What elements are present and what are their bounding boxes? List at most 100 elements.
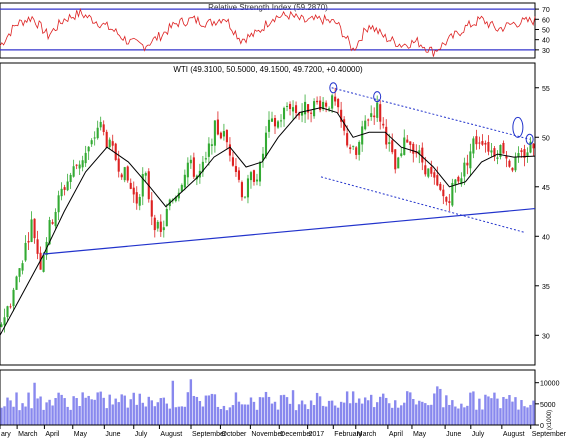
- candle-body-75: [225, 130, 228, 143]
- candle-body-173: [520, 150, 523, 152]
- volume-bar-18: [54, 398, 57, 425]
- candle-body-7: [21, 263, 24, 271]
- volume-bar-115: [345, 391, 349, 425]
- candle-body-132: [397, 157, 400, 169]
- volume-bar-114: [342, 402, 346, 425]
- volume-axis-note: (x1000): [547, 410, 553, 430]
- candle-body-25: [75, 164, 78, 166]
- volume-bar-1: [3, 406, 6, 425]
- candle-body-33: [99, 121, 102, 128]
- volume-bar-16: [48, 399, 51, 425]
- candle-body-89: [267, 119, 271, 132]
- volume-bar-163: [490, 398, 493, 425]
- candle-body-76: [228, 144, 231, 156]
- candle-body-64: [192, 157, 195, 177]
- candle-body-161: [484, 142, 487, 145]
- volume-bar-147: [442, 407, 445, 425]
- volume-bar-40: [120, 394, 123, 425]
- volume-bar-123: [369, 394, 373, 425]
- volume-bar-76: [228, 407, 232, 425]
- candle-body-19: [57, 195, 60, 213]
- candle-body-34: [102, 124, 105, 132]
- volume-bar-168: [505, 398, 508, 425]
- candle-body-87: [261, 153, 265, 161]
- candle-body-143: [430, 166, 433, 174]
- candle-body-109: [328, 108, 331, 110]
- candle-body-147: [442, 189, 445, 197]
- volume-bar-98: [294, 410, 298, 425]
- price-tick-label-45: 45: [542, 185, 550, 192]
- volume-bar-95: [285, 397, 289, 425]
- volume-bar-96: [288, 403, 292, 425]
- candle-body-95: [285, 105, 289, 107]
- volume-bar-52: [156, 402, 159, 425]
- x-tick-label-4: June: [105, 431, 120, 438]
- volume-bar-166: [499, 408, 502, 425]
- candle-body-3: [9, 306, 12, 308]
- x-tick-label-13: March: [357, 431, 377, 438]
- volume-bar-29: [87, 395, 90, 425]
- volume-bar-143: [430, 404, 433, 425]
- candle-body-88: [264, 132, 268, 157]
- volume-bar-46: [138, 393, 141, 425]
- candle-body-23: [69, 174, 72, 182]
- volume-bar-141: [424, 403, 427, 425]
- candle-body-67: [201, 161, 204, 172]
- candle-body-155: [466, 162, 469, 166]
- volume-bar-80: [240, 404, 244, 425]
- candle-body-131: [394, 149, 397, 170]
- candle-body-164: [493, 148, 496, 157]
- candle-body-45: [135, 192, 138, 204]
- candle-body-127: [382, 123, 385, 126]
- candle-body-59: [177, 192, 180, 199]
- volume-bar-100: [300, 400, 304, 425]
- candle-body-133: [400, 153, 403, 156]
- candle-body-39: [117, 158, 120, 172]
- candle-body-54: [162, 227, 165, 231]
- volume-bar-53: [159, 398, 163, 425]
- volume-bar-173: [520, 400, 523, 425]
- volume-bar-24: [72, 396, 75, 425]
- volume-bar-165: [496, 398, 499, 425]
- volume-bar-54: [162, 397, 166, 425]
- x-tick-label-3: May: [74, 431, 88, 438]
- price-tick-label-55: 55: [542, 86, 550, 93]
- volume-bar-6: [18, 410, 21, 425]
- candle-body-4: [12, 289, 15, 307]
- volume-bar-155: [466, 405, 469, 425]
- candle-body-118: [355, 147, 358, 155]
- volume-bar-4: [12, 406, 15, 425]
- volume-bar-26: [78, 405, 81, 425]
- volume-bar-5: [15, 392, 18, 425]
- axis-layer: ary March April May June July August SeptemberO…: [0, 424, 567, 438]
- volume-bar-134: [403, 402, 406, 425]
- candle-body-134: [403, 137, 406, 155]
- volume-bar-78: [234, 392, 238, 425]
- candle-body-106: [319, 100, 322, 111]
- x-tick-label-0: ary: [1, 431, 11, 438]
- volume-bar-128: [385, 397, 388, 425]
- candle-body-26: [78, 164, 81, 169]
- volume-bar-112: [336, 407, 340, 425]
- volume-bar-151: [454, 406, 457, 425]
- volume-bar-72: [216, 406, 220, 425]
- candle-body-117: [352, 145, 355, 147]
- volume-bar-37: [111, 404, 114, 425]
- volume-bar-177: [532, 400, 535, 425]
- volume-bar-79: [237, 401, 241, 425]
- candle-body-68: [204, 158, 207, 160]
- volume-bar-105: [315, 392, 319, 425]
- volume-bar-136: [409, 392, 412, 425]
- candle-body-38: [114, 143, 117, 160]
- volume-bar-35: [105, 408, 108, 425]
- volume-bar-93: [279, 395, 283, 425]
- candle-body-102: [307, 104, 310, 113]
- rsi-tick-label-70: 70: [542, 7, 550, 14]
- volume-bar-34: [102, 397, 105, 425]
- candle-body-12: [36, 239, 39, 254]
- volume-bar-20: [60, 394, 63, 425]
- price-tick-label-50: 50: [542, 135, 550, 142]
- candle-body-159: [478, 142, 481, 144]
- volume-bar-88: [264, 391, 268, 425]
- candle-body-116: [349, 147, 352, 150]
